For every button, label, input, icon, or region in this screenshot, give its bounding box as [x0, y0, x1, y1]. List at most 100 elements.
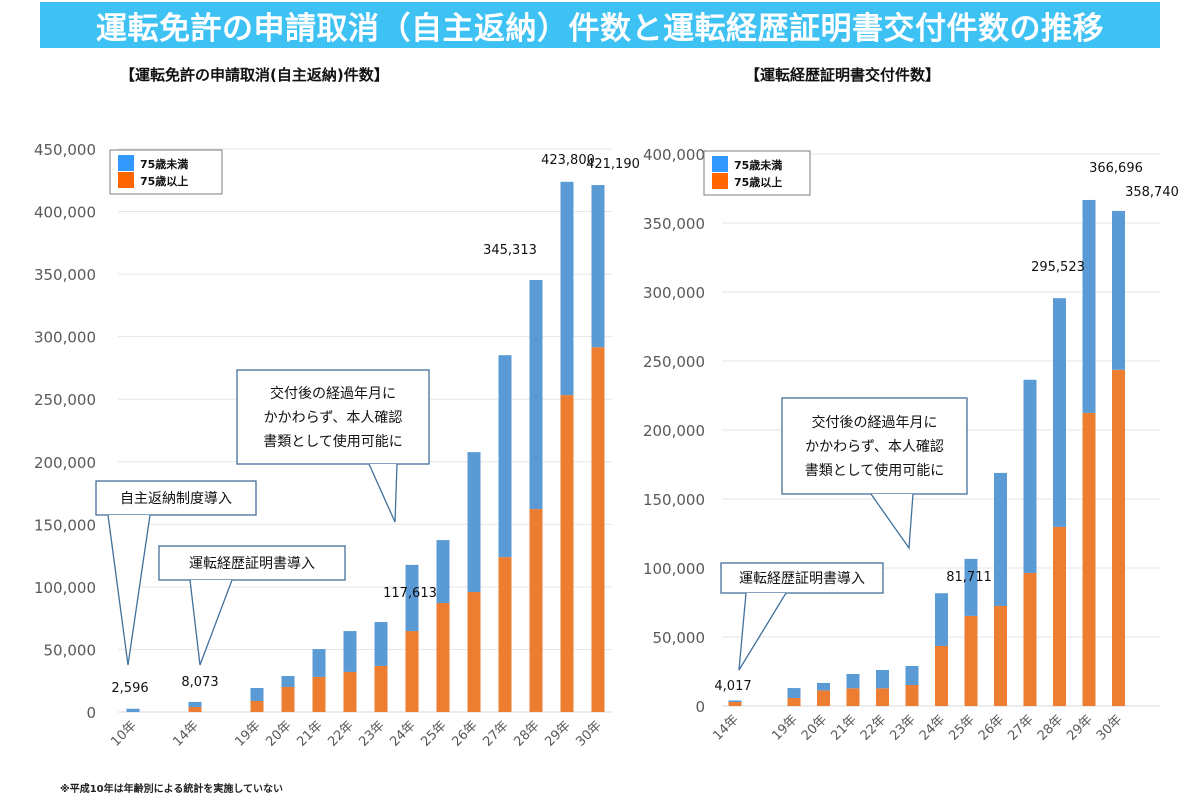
- y-tick-label: 450,000: [34, 141, 96, 159]
- x-category-label: 24年: [917, 712, 948, 743]
- legend: 75歳未満 75歳以上: [109, 149, 223, 195]
- bar-segment-over75: [498, 557, 512, 712]
- data-label: 8,073: [181, 675, 218, 690]
- callout-text: 交付後の経過年月に: [812, 414, 938, 431]
- bar-segment-under75: [728, 700, 742, 702]
- callout-tail: [107, 514, 151, 666]
- page-title: 運転免許の申請取消（自主返納）件数と運転経歴証明書交付件数の推移: [96, 10, 1104, 47]
- bar-segment-under75: [994, 472, 1007, 606]
- callout-text: かかわらず、本人確認: [805, 439, 944, 455]
- callout-text: 自主返納制度導入: [120, 491, 232, 507]
- y-tick-label: 400,000: [643, 146, 705, 164]
- bar-segment-under75: [846, 673, 860, 689]
- data-label: 421,190: [586, 157, 640, 172]
- bar-segment-over75: [1023, 572, 1037, 706]
- callout-tail-fill: [108, 515, 150, 665]
- callout-tail: [189, 579, 233, 666]
- x-category-label: 14年: [710, 712, 741, 743]
- data-label: 117,613: [383, 586, 437, 601]
- y-tick-label: 0: [86, 704, 96, 722]
- x-category-label: 21年: [294, 718, 325, 749]
- bar-segment-under75: [374, 622, 388, 666]
- y-tick-label: 350,000: [643, 215, 705, 233]
- bar-segment-under75: [1082, 199, 1096, 413]
- bar-segment-under75: [1053, 298, 1066, 527]
- right-chart-title: 【運転経歴証明書交付件数】: [745, 66, 941, 84]
- bar-segment-under75: [935, 593, 948, 646]
- legend-swatch-over75: [118, 172, 134, 188]
- callout-text: 交付後の経過年月に: [270, 385, 396, 402]
- bar-segment-under75: [817, 682, 830, 691]
- x-category-label: 14年: [170, 718, 201, 749]
- bar-segment-under75: [876, 669, 889, 689]
- x-category-label: 23年: [887, 712, 918, 743]
- bar-segment-over75: [1112, 369, 1125, 706]
- bar-segment-under75: [1112, 210, 1125, 370]
- left-chart-title: 【運転免許の申請取消(自主返納)件数】: [120, 66, 389, 84]
- callout-text: 書類として使用可能に: [263, 433, 403, 450]
- callout-tail-fill: [871, 494, 913, 548]
- bar-segment-over75: [529, 509, 543, 712]
- x-category-label: 29年: [1064, 712, 1095, 743]
- x-category-label: 19年: [232, 718, 263, 749]
- bar-segment-under75: [1023, 379, 1037, 573]
- bar-segment-over75: [964, 615, 978, 706]
- bar-segment-over75: [405, 631, 419, 712]
- callout: 自主返納制度導入: [95, 480, 257, 666]
- bar-segment-over75: [1053, 526, 1066, 706]
- x-category-label: 10年: [108, 718, 139, 749]
- callout-tail-fill: [190, 580, 232, 665]
- bar-segment-under75: [905, 665, 919, 686]
- callout-box: [236, 369, 430, 465]
- bar-segment-under75: [343, 631, 357, 672]
- left-chart: 0 50,000 100,000 150,000 200,000 250,000 300,0…: [34, 141, 640, 750]
- x-category-label: 28年: [1035, 712, 1066, 743]
- data-label: 358,740: [1125, 185, 1179, 200]
- x-category-label: 26年: [976, 712, 1007, 743]
- bar-segment-under75: [498, 355, 512, 558]
- y-tick-label: 250,000: [34, 391, 96, 409]
- title-banner: 運転免許の申請取消（自主返納）件数と運転経歴証明書交付件数の推移: [40, 2, 1160, 48]
- bar-segment-over75: [467, 592, 481, 712]
- x-category-label: 28年: [511, 718, 542, 749]
- callout-tail: [738, 592, 787, 671]
- legend-label: 75歳以上: [140, 174, 188, 188]
- bar-segment-over75: [560, 395, 574, 712]
- x-category-label: 20年: [799, 712, 830, 743]
- bar-segment-over75: [994, 605, 1007, 706]
- y-tick-label: 0: [695, 698, 705, 716]
- y-tick-label: 150,000: [643, 491, 705, 509]
- callout-tail: [870, 493, 914, 550]
- x-category-label: 30年: [1094, 712, 1125, 743]
- bar-segment-under75: [560, 181, 574, 396]
- legend-swatch-under75: [118, 155, 134, 171]
- callout-box: [781, 397, 968, 495]
- data-label: 295,523: [1031, 260, 1085, 275]
- bar-segment-under75: [188, 701, 202, 707]
- legend-swatch-over75: [712, 173, 728, 189]
- callout-text: 書類として使用可能に: [805, 462, 945, 479]
- bar-segment-under75: [126, 708, 140, 712]
- data-label: 345,313: [483, 243, 537, 258]
- y-tick-label: 200,000: [34, 454, 96, 472]
- bar-segment-under75: [436, 540, 450, 604]
- bar-segment-over75: [935, 645, 948, 706]
- y-tick-label: 150,000: [34, 516, 96, 534]
- x-category-label: 25年: [418, 718, 449, 749]
- right-chart: 0 50,000 100,000 150,000 200,000 250,000 300,0…: [643, 146, 1179, 744]
- x-category-label: 23年: [356, 718, 387, 749]
- y-tick-label: 100,000: [34, 579, 96, 597]
- bar-segment-under75: [787, 688, 801, 698]
- bar-segment-over75: [343, 671, 357, 712]
- callout-box: [158, 545, 346, 581]
- callout: 運転経歴証明書導入: [720, 562, 884, 671]
- x-category-label: 29年: [542, 718, 573, 749]
- y-tick-label: 50,000: [44, 641, 97, 659]
- legend-swatch-under75: [712, 156, 728, 172]
- callout-tail: [368, 463, 398, 523]
- bar-segment-under75: [529, 279, 543, 510]
- x-category-label: 26年: [449, 718, 480, 749]
